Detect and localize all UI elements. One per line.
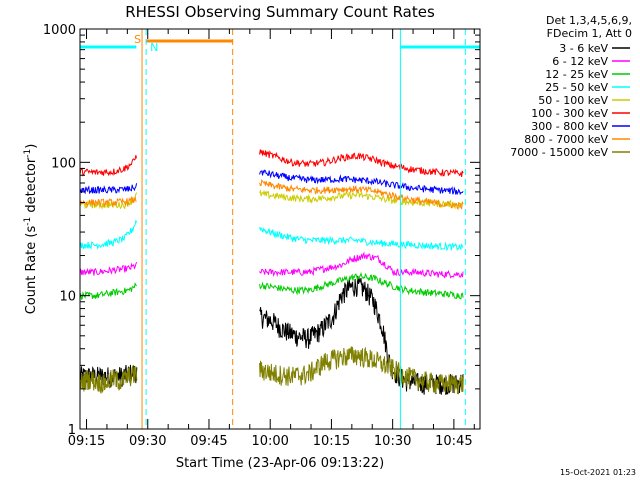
series-3 (80, 271, 464, 300)
series-line-after (259, 169, 464, 196)
series-line-after (259, 271, 464, 300)
series-line-before (80, 155, 138, 177)
y-tick-label-3: 1000 (43, 23, 76, 38)
legend-label-2: 6 - 12 keV (552, 55, 608, 68)
series-4 (80, 220, 464, 252)
series-line-before (80, 220, 138, 250)
x-axis-title: Start Time (23-Apr-06 09:13:22) (176, 456, 384, 471)
series-2 (80, 251, 464, 279)
series-line-before (80, 195, 137, 208)
y-axis-title: Count Rate (s-1 detector-1) (23, 144, 39, 315)
legend-label-5: 50 - 100 keV (538, 94, 608, 107)
legend: Det 1,3,4,5,6,9, FDecim 1, Att 0 3 - 6 k… (510, 14, 632, 159)
plot-frame (79, 28, 481, 430)
legend-label-4: 25 - 50 keV (545, 81, 608, 94)
legend-label-8: 800 - 7000 keV (524, 133, 608, 146)
legend-header-2: FDecim 1, Att 0 (547, 27, 632, 40)
saa-label: S (134, 33, 141, 46)
series-line-before (80, 261, 138, 276)
y-axis: 1 10 100 1000 (43, 23, 480, 438)
series-line-before (80, 192, 138, 210)
chart-title: RHESSI Observing Summary Count Rates (125, 3, 435, 21)
y-tick-label-2: 100 (51, 156, 76, 171)
series-line-after (259, 346, 464, 395)
series-line-after (259, 226, 464, 252)
legend-label-9: 7000 - 15000 keV (510, 146, 608, 159)
series-line-before (80, 365, 138, 394)
legend-header-1: Det 1,3,4,5,6,9, (546, 14, 632, 27)
series-8 (80, 178, 464, 210)
y-tick-label-0: 1 (68, 423, 76, 438)
x-tick-label-6: 10:45 (435, 434, 472, 449)
night-label: N (150, 41, 158, 54)
x-tick-label-2: 09:45 (190, 434, 227, 449)
series-line-after (259, 251, 464, 279)
legend-label-7: 300 - 800 keV (531, 120, 608, 133)
x-tick-label-1: 09:30 (129, 434, 166, 449)
x-axis: 09:15 09:30 09:45 10:00 10:15 10:30 10:45 (68, 29, 475, 449)
x-tick-label-5: 10:30 (374, 434, 411, 449)
series-layer (80, 149, 464, 395)
series-line-after (259, 149, 464, 178)
series-7 (80, 169, 464, 196)
series-line-after (259, 189, 464, 210)
legend-label-6: 100 - 300 keV (531, 107, 608, 120)
x-tick-label-0: 09:15 (68, 434, 105, 449)
x-tick-label-4: 10:15 (313, 434, 350, 449)
y-tick-label-1: 10 (59, 290, 76, 305)
series-6 (80, 149, 464, 178)
series-line-before (80, 282, 137, 300)
series-line-before (80, 183, 138, 195)
legend-label-3: 12 - 25 keV (545, 68, 608, 81)
legend-label-1: 3 - 6 keV (559, 42, 608, 55)
series-line-after (259, 178, 464, 210)
series-9 (80, 346, 464, 395)
timestamp: 15-Oct-2021 01:23 (560, 468, 636, 477)
x-tick-label-3: 10:00 (251, 434, 288, 449)
